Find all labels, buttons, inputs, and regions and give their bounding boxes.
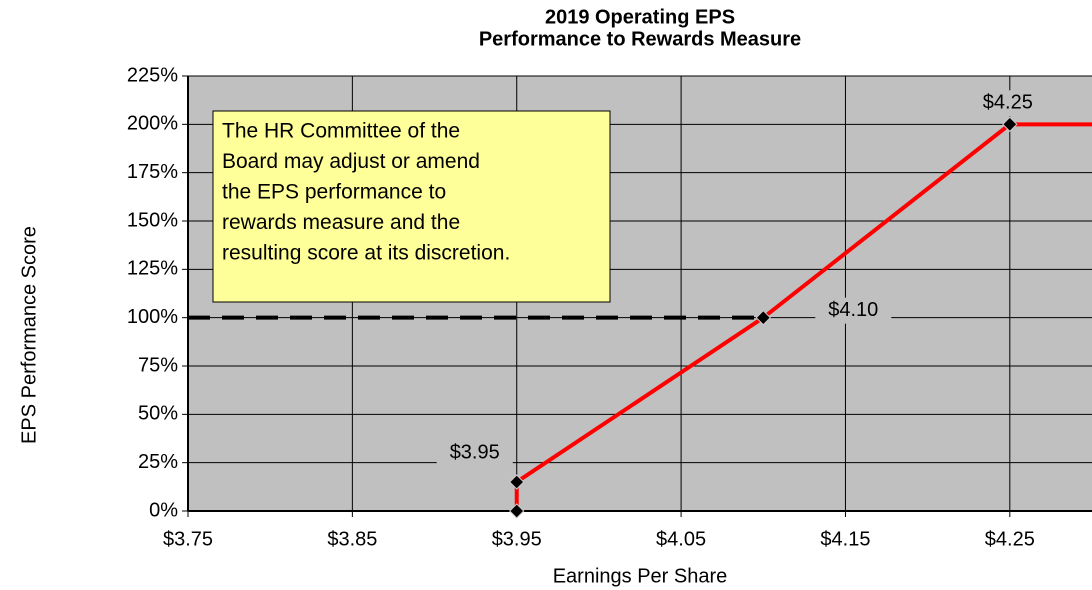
x-tick-label: $3.95 (492, 528, 542, 550)
marker (1002, 116, 1018, 133)
data-label: $4.10 (828, 299, 878, 321)
y-axis-label: EPS Performance Score (18, 226, 40, 444)
chart-title: Performance to Rewards Measure (479, 28, 801, 50)
marker (755, 309, 771, 326)
data-label-bg (815, 297, 892, 324)
x-tick-label: $4.05 (656, 528, 706, 550)
data-label: $4.25 (983, 92, 1033, 114)
x-tick-label: $4.25 (985, 528, 1035, 550)
annotation-box (212, 110, 611, 303)
marker (509, 474, 525, 490)
annotation-text: resulting score at its discretion. (222, 242, 510, 265)
y-tick-label: 175% (127, 161, 178, 183)
y-tick-label: 50% (138, 403, 178, 425)
data-label-bg (969, 90, 1046, 117)
y-tick-label: 125% (127, 258, 178, 280)
y-tick-label: 100% (127, 306, 178, 328)
y-tick-label: 225% (127, 64, 178, 86)
x-axis-label: Earnings Per Share (553, 565, 728, 587)
y-tick-label: 75% (138, 354, 178, 376)
chart-title: 2019 Operating EPS (545, 6, 735, 28)
annotation-text: Board may adjust or amend (222, 150, 480, 173)
y-tick-label: 25% (138, 451, 178, 473)
annotation-text: The HR Committee of the (222, 120, 460, 143)
x-tick-label: $3.75 (163, 528, 213, 550)
annotation-text: the EPS performance to (222, 181, 446, 204)
data-label: $3.95 (450, 441, 500, 463)
annotation-text: rewards measure and the (222, 211, 460, 234)
y-tick-label: 150% (127, 209, 178, 231)
x-tick-label: $3.85 (327, 528, 377, 550)
y-tick-label: 200% (127, 113, 178, 135)
data-label-bg (436, 440, 513, 466)
y-tick-label: 0% (149, 499, 178, 521)
x-tick-label: $4.15 (820, 528, 870, 550)
marker (509, 503, 525, 519)
